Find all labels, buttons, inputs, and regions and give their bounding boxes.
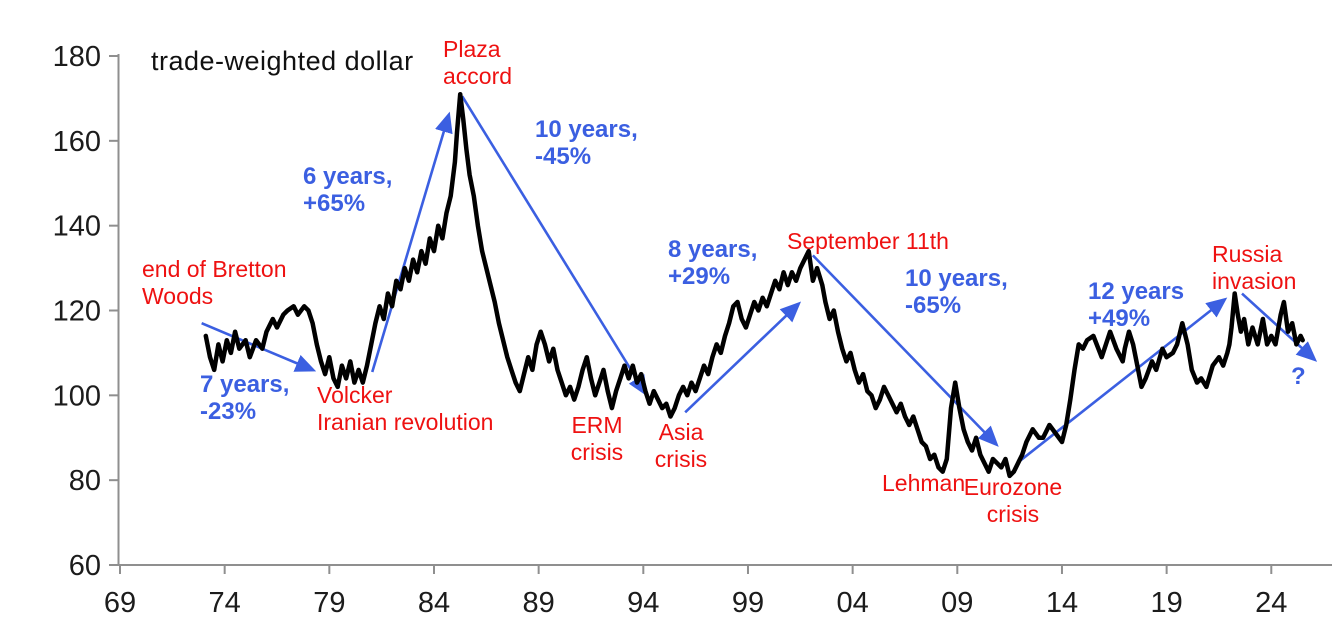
arrow-rise-12-years <box>1016 297 1228 465</box>
y-tick-label: 120 <box>53 296 101 328</box>
x-tick-label: 94 <box>627 587 659 619</box>
arrow-decline-10-years <box>461 95 648 397</box>
chart-title: trade-weighted dollar <box>151 46 414 76</box>
arrow-decline-10-years-2 <box>811 254 999 447</box>
trend-arrows <box>201 95 1318 465</box>
y-tick-label: 60 <box>69 550 101 582</box>
y-tick-label: 160 <box>53 126 101 158</box>
trend-8-years-plus-29-label: 8 years, +29% <box>668 236 757 290</box>
x-tick-label: 24 <box>1255 587 1287 619</box>
eurozone-crisis-label: Eurozone crisis <box>964 474 1062 527</box>
september-11th-label: September 11th <box>787 228 949 254</box>
arrow-rise-8-years <box>684 301 802 414</box>
x-tick-label: 14 <box>1046 587 1078 619</box>
series-path-trade-weighted-dollar <box>203 91 1305 479</box>
y-tick-label: 100 <box>53 380 101 412</box>
trend-6-years-plus-65-label: 6 years, +65% <box>303 163 392 217</box>
series-line <box>203 91 1305 479</box>
y-tick-label: 180 <box>53 41 101 73</box>
axes: 60 80 100 120 140 160 180 69 74 79 84 89 94 99 04 09 14 1… <box>53 41 1332 619</box>
trend-12-years-plus-49-label: 12 years +49% <box>1088 278 1184 332</box>
arrow-decline-7-years <box>201 322 317 372</box>
trend-10-years-minus-65-label: 10 years, -65% <box>905 265 1008 319</box>
erm-crisis-label: ERM crisis <box>571 412 623 465</box>
x-tick-label: 04 <box>837 587 869 619</box>
trend-10-years-minus-45-label: 10 years, -45% <box>535 116 638 170</box>
x-tick-label: 79 <box>313 587 345 619</box>
x-tick-label: 74 <box>209 587 241 619</box>
arrow-rise-6-years <box>370 111 453 373</box>
russia-invasion-label: Russia invasion <box>1212 241 1296 294</box>
x-tick-label: 89 <box>523 587 555 619</box>
x-tick-label: 84 <box>418 587 450 619</box>
trend-7-years-minus-23-label: 7 years, -23% <box>200 371 289 425</box>
y-tick-label: 140 <box>53 211 101 243</box>
x-tick-label: 19 <box>1150 587 1182 619</box>
x-tick-label: 09 <box>941 587 973 619</box>
asia-crisis-label: Asia crisis <box>655 419 707 472</box>
plaza-accord-label: Plaza accord <box>443 36 512 89</box>
end-of-bretton-woods-label: end of Bretton Woods <box>142 256 287 309</box>
trend-question-mark-label: ? <box>1291 363 1306 390</box>
x-tick-label: 99 <box>732 587 764 619</box>
y-tick-label: 80 <box>69 465 101 497</box>
lehman-label: Lehman <box>882 470 965 496</box>
x-tick-label: 69 <box>104 587 136 619</box>
volcker-iranian-revolution-label: Volcker Iranian revolution <box>317 382 493 435</box>
annotation-labels: end of Bretton Woods Volcker Iranian revolu… <box>142 36 1306 527</box>
